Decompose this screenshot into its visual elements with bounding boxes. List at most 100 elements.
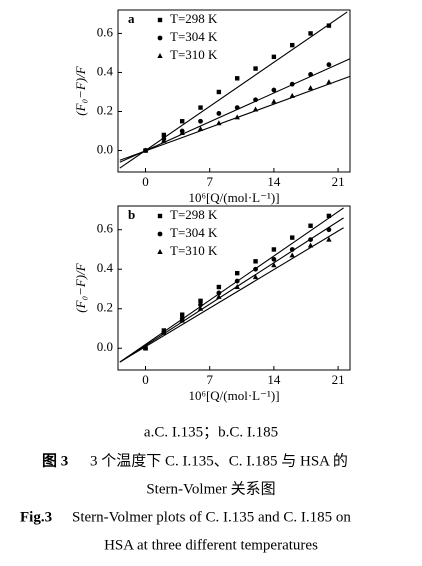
data-point <box>157 35 163 41</box>
caption-label: Fig.3 <box>20 509 52 525</box>
x-tick-label: 0 <box>142 372 149 387</box>
data-point <box>179 119 185 124</box>
data-point <box>290 42 295 48</box>
data-point <box>290 235 295 240</box>
x-tick-label: 21 <box>332 174 345 189</box>
data-point <box>326 79 332 85</box>
data-point <box>271 54 277 60</box>
caption-sub: a.C. I.135；b.C. I.185 <box>144 424 278 440</box>
data-point <box>157 53 163 58</box>
x-axis-label: 10⁶[Q/(mol·L⁻¹)] <box>188 388 279 403</box>
data-point <box>157 17 163 23</box>
y-axis-label: (F₀−F)/F <box>73 262 88 312</box>
data-point <box>161 132 167 138</box>
data-point <box>235 76 240 81</box>
data-point <box>216 111 222 116</box>
fit-line <box>119 227 344 363</box>
fit-line <box>119 207 344 363</box>
legend-label: T=298 K <box>170 11 218 26</box>
data-point <box>198 298 203 304</box>
data-point <box>326 23 332 28</box>
legend-label: T=310 K <box>170 243 218 258</box>
data-point <box>157 249 163 254</box>
data-point <box>271 98 277 104</box>
data-point <box>253 97 258 103</box>
caption-label: 图 3 <box>42 452 68 469</box>
legend-label: T=310 K <box>170 47 218 62</box>
data-point <box>308 237 313 242</box>
data-point <box>198 105 203 110</box>
data-point <box>216 293 222 299</box>
data-point <box>161 329 167 335</box>
data-point <box>271 247 277 252</box>
y-tick-label: 0.6 <box>97 24 114 39</box>
y-tick-label: 0.4 <box>97 260 114 275</box>
x-tick-label: 7 <box>206 372 213 387</box>
data-point <box>161 137 167 143</box>
data-point <box>142 345 149 351</box>
data-point <box>157 213 163 219</box>
fit-line <box>119 217 344 363</box>
data-point <box>234 284 240 290</box>
data-point <box>234 105 240 110</box>
data-point <box>142 147 149 153</box>
data-point <box>252 274 259 280</box>
y-axis-label: (F₀−F)/F <box>73 65 88 115</box>
data-point <box>289 81 295 87</box>
data-point <box>271 256 277 262</box>
data-point <box>157 231 163 237</box>
y-tick-label: 0.0 <box>97 339 113 354</box>
data-point <box>216 120 222 126</box>
data-point <box>271 262 277 268</box>
data-point <box>234 278 240 284</box>
caption-line: Stern-Volmer 关系图 <box>146 480 275 497</box>
caption-line: Stern-Volmer plots of C. I.135 and C. I.… <box>72 509 351 525</box>
plot-frame <box>117 205 351 371</box>
y-tick-label: 0.6 <box>97 221 114 236</box>
y-tick-label: 0.0 <box>97 142 113 157</box>
data-point <box>308 223 313 228</box>
caption-line: 3 个温度下 C. I.135、C. I.185 与 HSA 的 <box>90 452 348 469</box>
plot-frame <box>117 9 351 173</box>
data-point <box>271 87 277 93</box>
fit-line <box>119 58 351 163</box>
legend-label: T=304 K <box>170 225 218 240</box>
data-point <box>234 114 240 120</box>
x-tick-label: 0 <box>142 174 149 189</box>
data-point <box>198 118 203 124</box>
x-axis-label: 10⁶[Q/(mol·L⁻¹)] <box>188 190 279 205</box>
data-point <box>197 305 204 311</box>
fit-line <box>119 11 348 169</box>
data-point <box>308 31 313 36</box>
data-point <box>253 266 258 272</box>
x-tick-label: 7 <box>206 174 213 189</box>
data-point <box>308 72 313 77</box>
data-point <box>198 302 203 308</box>
data-point <box>179 129 185 135</box>
x-tick-label: 14 <box>267 174 281 189</box>
data-point <box>253 66 258 71</box>
fit-line <box>119 75 351 161</box>
data-point <box>307 85 314 91</box>
caption-line: HSA at three different temperatures <box>104 537 318 553</box>
data-point <box>179 317 185 323</box>
data-point <box>252 106 259 112</box>
panel-label: a <box>128 11 135 26</box>
y-tick-label: 0.2 <box>97 102 113 117</box>
data-point <box>197 126 204 132</box>
y-tick-label: 0.4 <box>97 63 114 78</box>
x-tick-label: 21 <box>332 372 345 387</box>
data-point <box>307 242 314 248</box>
data-point <box>326 62 332 68</box>
data-point <box>289 92 295 98</box>
data-point <box>216 284 222 290</box>
x-tick-label: 14 <box>267 372 281 387</box>
data-point <box>326 227 332 233</box>
data-point <box>289 247 295 252</box>
data-point <box>216 89 222 95</box>
data-point <box>235 270 240 276</box>
data-point <box>326 236 332 242</box>
data-point <box>253 259 258 264</box>
panel-label: b <box>128 207 135 222</box>
